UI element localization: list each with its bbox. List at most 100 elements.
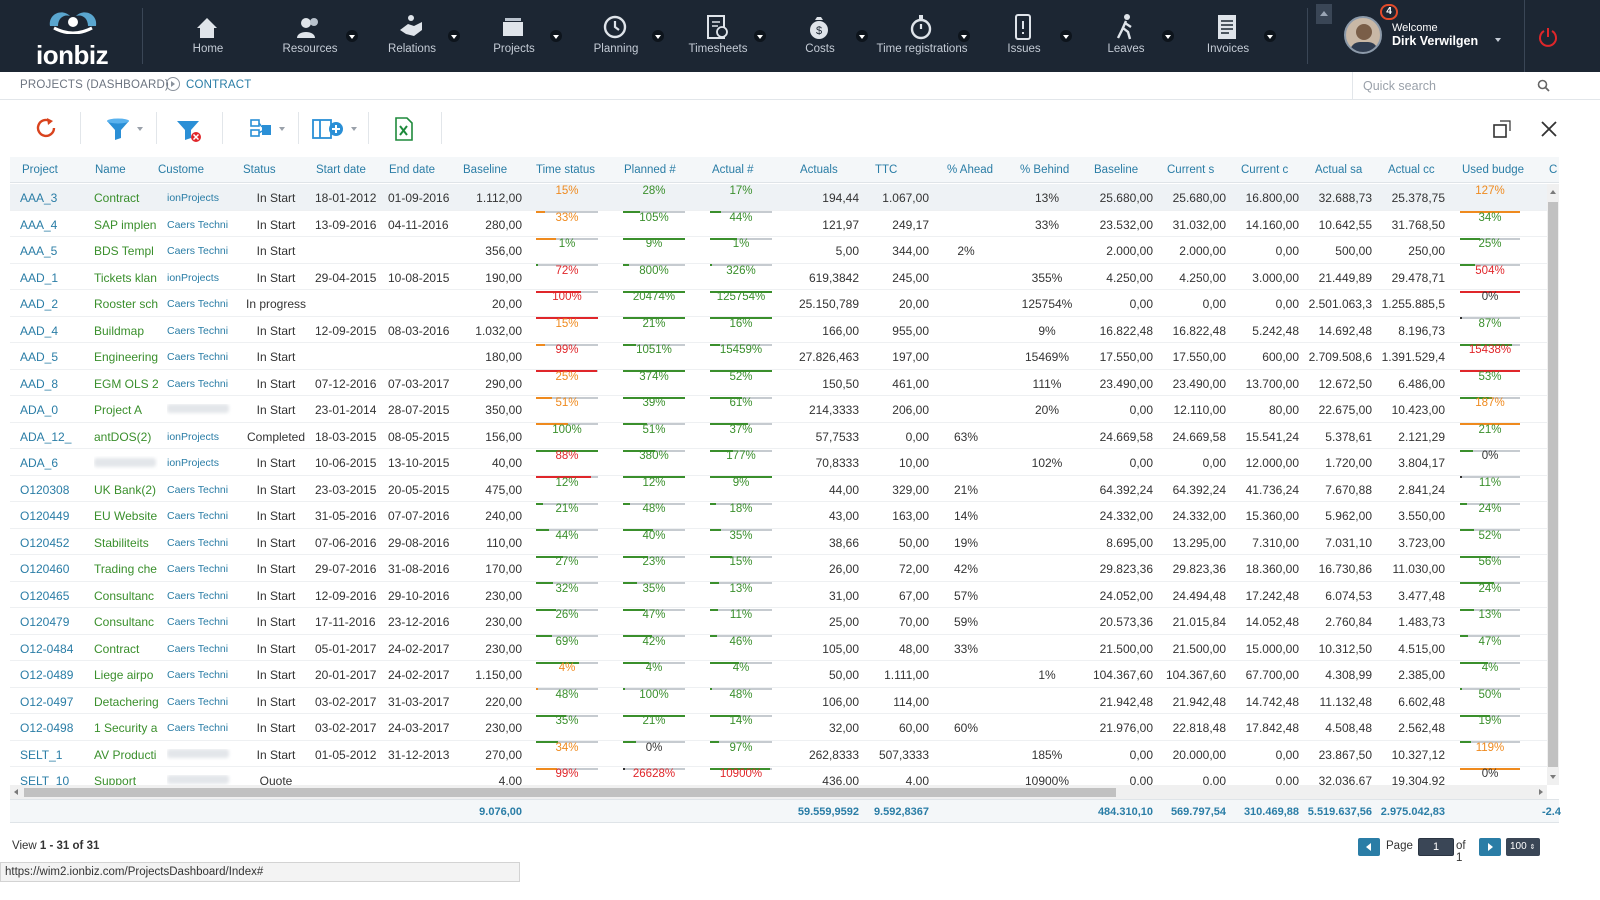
table-row[interactable]: ADA_6 ionProjects In Start 10-06-2015 13-10-… — [10, 449, 1547, 478]
cell-project[interactable]: AAA_3 — [20, 191, 58, 205]
nav-item-resources[interactable]: Resources — [258, 0, 362, 72]
table-row[interactable]: AAD_8 EGM OLS 2 Caers Techni In Start 07-12-… — [10, 370, 1547, 399]
excel-export-icon[interactable] — [392, 114, 416, 144]
cell-project[interactable]: O120452 — [20, 535, 70, 550]
table-row[interactable]: O120479 Consultanc Caers Techni In Start 17-… — [10, 608, 1547, 637]
group-columns-icon[interactable] — [248, 114, 276, 144]
cell-project[interactable]: O120479 — [20, 615, 70, 629]
table-row[interactable]: O12-0489 Liege airpo Caers Techni In Start 2… — [10, 661, 1547, 690]
chevron-down-icon[interactable] — [351, 127, 357, 131]
cell-name[interactable]: Contract — [94, 641, 140, 656]
chevron-down-icon[interactable] — [1162, 30, 1174, 42]
cell-name[interactable]: Contract — [94, 191, 140, 205]
maximize-icon[interactable] — [1490, 114, 1512, 144]
column-header-current-c[interactable]: Current c — [1241, 164, 1289, 176]
cell-name[interactable]: Detachering — [94, 694, 158, 709]
cell-project[interactable]: O120449 — [20, 509, 70, 523]
cell-name[interactable]: UK Bank(2) — [94, 482, 157, 497]
table-row[interactable]: AAD_5 Engineering Caers Techni In Start 180,… — [10, 343, 1547, 372]
nav-item-relations[interactable]: Relations — [360, 0, 464, 72]
table-row[interactable]: AAD_2 Rooster sch Caers Techni In progress 2… — [10, 290, 1547, 319]
user-name[interactable]: Dirk Verwilgen — [1392, 34, 1479, 48]
column-header-planned[interactable]: Planned # — [624, 164, 676, 176]
table-row[interactable]: AAA_5 BDS Templ Caers Techni In Start 356,00… — [10, 237, 1547, 266]
column-header-start-date[interactable]: Start date — [316, 164, 366, 176]
nav-item-leaves[interactable]: Leaves — [1074, 0, 1178, 72]
cell-project[interactable]: O12-0498 — [20, 721, 74, 735]
cell-name[interactable]: Engineering — [94, 350, 158, 364]
cell-project[interactable]: AAD_5 — [20, 350, 59, 364]
chevron-down-icon[interactable] — [448, 30, 460, 42]
cell-project[interactable]: O12-0497 — [20, 694, 74, 709]
table-row[interactable]: ADA_0 Project A In Start 23-01-2014 28-07-20… — [10, 396, 1547, 425]
page-number-input[interactable] — [1418, 838, 1454, 856]
cell-name[interactable]: Tickets klan — [94, 270, 157, 285]
notification-badge[interactable]: 4 — [1380, 4, 1398, 20]
column-header-used-budge[interactable]: Used budge — [1462, 164, 1525, 176]
scroll-right-icon[interactable] — [1539, 789, 1543, 795]
column-header-actual-cc[interactable]: Actual cc — [1388, 164, 1435, 176]
cell-name[interactable]: SAP implen — [94, 217, 157, 232]
column-header-actual[interactable]: Actual # — [712, 164, 754, 176]
scroll-thumb[interactable] — [24, 788, 1116, 797]
nav-item-issues[interactable]: Issues — [972, 0, 1076, 72]
ionbiz-logo[interactable]: ionbiz — [26, 6, 146, 70]
nav-item-timesheets[interactable]: Timesheets — [666, 0, 770, 72]
page-size-select[interactable]: 100 ⇕ — [1506, 838, 1540, 856]
cell-name[interactable]: Consultanc — [94, 588, 155, 603]
scroll-down-icon[interactable] — [1550, 775, 1556, 779]
table-row[interactable]: O12-0498 1 Security a Caers Techni In Start… — [10, 714, 1547, 743]
cell-project[interactable]: AAA_5 — [20, 244, 58, 258]
cell-name[interactable]: EU Website — [94, 509, 158, 523]
cell-project[interactable]: ADA_0 — [20, 403, 59, 417]
cell-project[interactable]: AAA_4 — [20, 217, 58, 232]
chevron-down-icon[interactable] — [754, 30, 766, 42]
chevron-down-icon[interactable] — [137, 127, 143, 131]
table-row[interactable]: O120449 EU Website Caers Techni In Start 31-… — [10, 502, 1547, 531]
search-input[interactable] — [1363, 76, 1523, 96]
chevron-down-icon[interactable] — [346, 30, 358, 42]
column-header-actual-sa[interactable]: Actual sa — [1315, 164, 1363, 176]
breadcrumb-parent[interactable]: PROJECTS (DASHBOARD) — [20, 79, 170, 91]
cell-project[interactable]: AAD_1 — [20, 270, 59, 285]
nav-item-time-registrations[interactable]: Time registrations — [870, 0, 974, 72]
nav-item-projects[interactable]: Projects — [462, 0, 566, 78]
cell-name[interactable]: Rooster sch — [94, 297, 158, 311]
column-header-actuals[interactable]: Actuals — [800, 164, 838, 176]
avatar[interactable] — [1344, 16, 1382, 54]
cell-project[interactable]: AAD_4 — [20, 323, 59, 338]
column-header-name[interactable]: Name — [95, 164, 126, 176]
table-row[interactable]: AAD_4 Buildmap Caers Techni In Start 12-09-2… — [10, 317, 1547, 346]
cell-project[interactable]: ADA_6 — [20, 456, 59, 470]
prev-page-button[interactable] — [1358, 838, 1380, 856]
cell-project[interactable]: O12-0484 — [20, 641, 74, 656]
chevron-down-icon[interactable] — [652, 30, 664, 42]
chevron-down-icon[interactable] — [958, 30, 970, 42]
table-row[interactable]: SELT_10 Support Quote 4,00 99% 26628% 10900% 43… — [10, 767, 1547, 785]
cell-name[interactable]: Support — [94, 774, 137, 785]
cell-name[interactable]: Liege airpo — [94, 668, 154, 682]
cell-project[interactable]: O120308 — [20, 482, 70, 497]
chevron-down-icon[interactable] — [279, 127, 285, 131]
scroll-up-icon[interactable] — [1550, 190, 1556, 194]
cell-name[interactable]: Trading che — [94, 562, 157, 576]
nav-item-planning[interactable]: Planning — [564, 0, 668, 72]
column-header-time-status[interactable]: Time status — [536, 164, 596, 176]
add-column-icon[interactable] — [311, 114, 347, 144]
clear-filter-icon[interactable] — [174, 114, 204, 144]
table-row[interactable]: O120452 Stabiliteits Caers Techni In Start 0… — [10, 529, 1547, 558]
cell-project[interactable]: AAD_8 — [20, 376, 59, 391]
table-row[interactable]: AAA_3 Contract ionProjects In Start 18-01-20… — [10, 184, 1547, 213]
cell-name[interactable]: antDOS(2) — [94, 429, 152, 444]
refresh-icon[interactable] — [32, 114, 60, 144]
chevron-down-icon[interactable] — [856, 30, 868, 42]
cell-project[interactable]: SELT_1 — [20, 747, 63, 762]
column-header-baseline[interactable]: Baseline — [1094, 164, 1139, 176]
cell-project[interactable]: ADA_12_ — [20, 429, 72, 444]
cell-name[interactable]: Buildmap — [94, 323, 145, 338]
table-row[interactable]: O120460 Trading che Caers Techni In Start 29… — [10, 555, 1547, 584]
column-header-end-date[interactable]: End date — [389, 164, 436, 176]
column-header-baseline[interactable]: Baseline — [463, 164, 508, 176]
column-header--behind[interactable]: % Behind — [1020, 164, 1070, 176]
column-header-ttc[interactable]: TTC — [875, 164, 898, 176]
